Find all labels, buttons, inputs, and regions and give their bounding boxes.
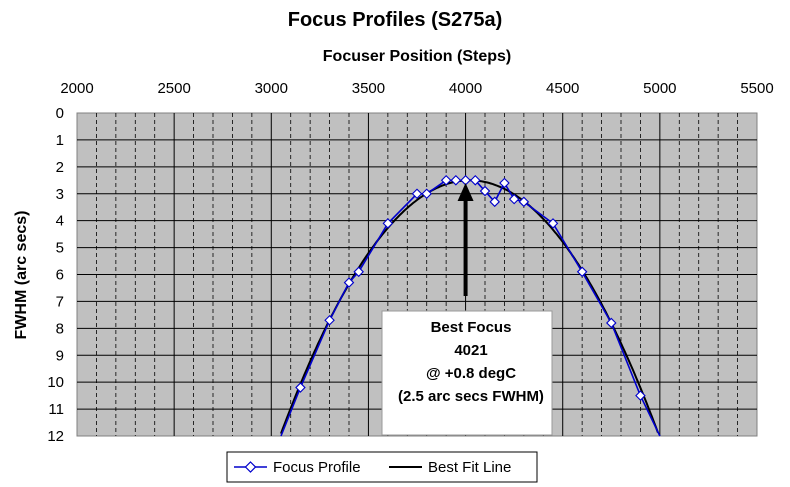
y-tick-label: 2 — [56, 159, 64, 176]
x-tick-label: 2000 — [60, 80, 93, 97]
best-focus-arrow — [457, 182, 474, 297]
y-tick-label: 0 — [56, 105, 64, 122]
data-point-marker — [353, 266, 364, 278]
data-point-marker — [382, 218, 394, 229]
x-tick-label: 5500 — [740, 80, 773, 97]
y-tick-label: 6 — [56, 267, 64, 284]
y-tick-label: 9 — [56, 347, 64, 364]
x-tick-label: 2500 — [157, 80, 190, 97]
chart-title: Focus Profiles (S275a) — [288, 9, 503, 31]
legend: Focus Profile Best Fit Line — [226, 451, 538, 483]
data-point-marker — [343, 277, 355, 288]
data-point-marker — [450, 175, 462, 186]
data-point-marker — [421, 188, 432, 200]
annotation-line-1: Best Focus — [431, 319, 512, 336]
data-point-marker — [295, 382, 306, 393]
x-tick-label: 5000 — [643, 80, 676, 97]
x-tick-label: 4000 — [449, 80, 482, 97]
y-tick-label: 8 — [56, 320, 64, 337]
focus-profile-series — [280, 175, 661, 437]
data-point-marker — [576, 266, 588, 278]
x-tick-label: 4500 — [546, 80, 579, 97]
data-point-marker — [606, 317, 617, 329]
legend-focus-profile-label: Focus Profile — [273, 459, 361, 476]
annotation-line-4: (2.5 arc secs FWHM) — [398, 388, 544, 405]
y-tick-label: 4 — [56, 213, 64, 230]
legend-diamond-marker-icon — [244, 461, 257, 473]
data-point-marker — [470, 175, 481, 186]
arrow-head — [457, 182, 474, 201]
y-tick-label: 10 — [47, 374, 64, 391]
data-point-marker — [411, 188, 423, 200]
annotation-box — [381, 310, 553, 436]
x-tick-label: 3000 — [255, 80, 288, 97]
best-focus-annotation: Best Focus 4021 @ +0.8 degC (2.5 arc sec… — [381, 182, 553, 436]
y-tick-label: 12 — [47, 428, 64, 445]
data-point-marker — [440, 175, 452, 186]
data-point-marker — [547, 218, 559, 229]
y-tick-label: 1 — [56, 132, 64, 149]
data-point-marker — [635, 390, 646, 401]
data-point-marker — [489, 196, 500, 208]
data-point-marker — [479, 185, 491, 197]
x-tick-label: 3500 — [352, 80, 385, 97]
data-point-marker — [324, 314, 335, 326]
y-tick-label: 11 — [48, 401, 64, 418]
y-tick-label: 7 — [56, 293, 64, 310]
legend-box — [226, 451, 538, 483]
x-tick-labels: 2000 2500 3000 3500 4000 4500 5000 5500 — [60, 80, 773, 97]
annotation-line-2: 4021 — [454, 342, 487, 359]
data-point-marker — [508, 193, 520, 205]
annotation-line-3: @ +0.8 degC — [426, 365, 516, 382]
legend-best-fit-label: Best Fit Line — [428, 459, 511, 476]
y-axis-title: FWHM (arc secs) — [13, 211, 30, 340]
y-tick-label: 3 — [56, 186, 64, 203]
x-axis-title: Focuser Position (Steps) — [323, 48, 511, 65]
y-tick-label: 5 — [56, 240, 64, 257]
data-point-marker — [518, 196, 530, 208]
data-point-marker — [499, 177, 510, 189]
